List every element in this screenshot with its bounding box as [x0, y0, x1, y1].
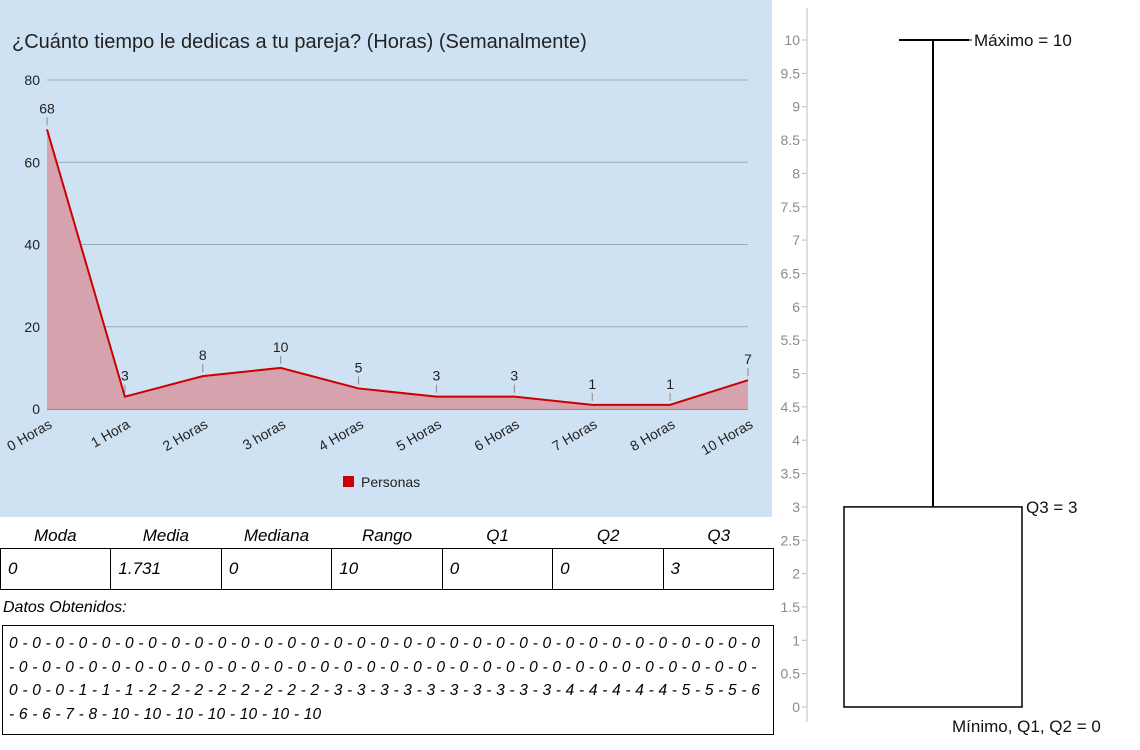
- stats-header-mediana: Mediana: [243, 526, 310, 545]
- y-tick-label: 3: [792, 499, 800, 515]
- y-tick-label: 9: [792, 99, 800, 115]
- y-tick-label: 0: [792, 699, 800, 715]
- legend-label: Personas: [361, 474, 420, 490]
- x-tick-label: 0 Horas: [4, 416, 54, 454]
- series-area: [47, 129, 748, 409]
- y-tick-label: 3.5: [781, 466, 801, 482]
- y-tick-label: 4: [792, 432, 800, 448]
- stats-header-media: Media: [142, 526, 190, 545]
- x-tick-label: 4 Horas: [316, 416, 366, 454]
- chart-title: ¿Cuánto tiempo le dedicas a tu pareja? (…: [12, 31, 587, 53]
- data-label: 5: [355, 359, 363, 375]
- series-line: [46, 129, 749, 406]
- y-tick-label: 8: [792, 165, 800, 181]
- stats-value-mediana: 0: [220, 549, 331, 589]
- data-label: 68: [39, 100, 55, 116]
- y-tick-label: 2.5: [781, 532, 801, 548]
- y-tick-label: 0.5: [781, 666, 801, 682]
- stats-table: Moda Media Mediana Rango Q1 Q2 Q3 0 1.73…: [0, 524, 774, 590]
- min-annotation: Mínimo, Q1, Q2 = 0: [952, 717, 1101, 736]
- stats-header-moda: Moda: [34, 526, 77, 545]
- stats-header-rango: Rango: [361, 526, 413, 545]
- stats-value-media: 1.731: [110, 549, 220, 589]
- data-label: 3: [121, 368, 129, 384]
- stats-value-rango: 10: [331, 549, 441, 589]
- x-tick-label: 6 Horas: [471, 416, 521, 454]
- data-label: 1: [588, 376, 596, 392]
- legend-swatch: [343, 476, 354, 487]
- y-tick-label: 7: [792, 232, 800, 248]
- y-tick-label: 6.5: [781, 265, 801, 281]
- y-tick-label: 10: [784, 32, 800, 48]
- x-tick-label: 7 Horas: [549, 416, 599, 454]
- y-tick-label: 40: [24, 237, 40, 253]
- stats-value-row: 0 1.731 0 10 0 0 3: [0, 548, 774, 590]
- x-tick-label: 2 Horas: [160, 416, 210, 454]
- y-tick-label: 60: [24, 154, 40, 170]
- y-tick-label: 5.5: [781, 332, 801, 348]
- y-tick-label: 1.5: [781, 599, 801, 615]
- y-tick-label: 9.5: [781, 65, 801, 81]
- stats-header-q2: Q2: [596, 526, 620, 545]
- q3-annotation: Q3 = 3: [1026, 498, 1078, 517]
- stats-value-q3: 3: [662, 549, 773, 589]
- datos-text: 0 - 0 - 0 - 0 - 0 - 0 - 0 - 0 - 0 - 0 - …: [9, 635, 761, 723]
- y-tick-label: 2: [792, 566, 800, 582]
- data-label: 3: [433, 368, 441, 384]
- y-tick-label: 80: [24, 72, 40, 88]
- data-label: 10: [273, 339, 289, 355]
- y-tick-label: 5: [792, 366, 800, 382]
- stats-header-q3: Q3: [707, 526, 731, 545]
- stats-value-q1: 0: [441, 549, 552, 589]
- x-tick-label: 3 horas: [240, 416, 288, 453]
- y-tick-label: 7.5: [781, 199, 801, 215]
- x-tick-label: 8 Horas: [627, 416, 677, 454]
- datos-box: 0 - 0 - 0 - 0 - 0 - 0 - 0 - 0 - 0 - 0 - …: [2, 625, 774, 735]
- max-annotation: Máximo = 10: [974, 31, 1072, 50]
- data-label: 8: [199, 347, 207, 363]
- y-tick-label: 6: [792, 299, 800, 315]
- stats-value-moda: 0: [8, 559, 18, 578]
- box-plot: 0 0.5 1 1.5 2 2.5 3 3.5 4 4.5 5 5.5 6 6.5 7 7.5 8 8.5 9 9.5…: [781, 8, 1101, 736]
- box-plot-panel: 0 0.5 1 1.5 2 2.5 3 3.5 4 4.5 5 5.5 6 6.5 7 7.5 8 8.5 9 9.5…: [772, 0, 1140, 750]
- y-tick-label: 1: [792, 632, 800, 648]
- data-label: 7: [744, 351, 752, 367]
- data-label: 3: [510, 368, 518, 384]
- x-tick-label: 5 Horas: [393, 416, 443, 454]
- y-tick-label: 0: [32, 401, 40, 417]
- stats-header-row: Moda Media Mediana Rango Q1 Q2 Q3: [0, 524, 774, 548]
- area-chart: ¿Cuánto tiempo le dedicas a tu pareja? (…: [4, 31, 755, 490]
- datos-label: Datos Obtenidos:: [3, 599, 127, 616]
- y-tick-label: 4.5: [781, 399, 801, 415]
- x-tick-label: 10 Horas: [698, 416, 755, 458]
- stats-header-q1: Q1: [486, 526, 509, 545]
- stats-value-q2: 0: [552, 549, 662, 589]
- y-tick-label: 8.5: [781, 132, 801, 148]
- iqr-box: [843, 506, 1023, 708]
- y-tick-label: 20: [24, 319, 40, 335]
- data-label: 1: [666, 376, 674, 392]
- area-chart-panel: ¿Cuánto tiempo le dedicas a tu pareja? (…: [0, 0, 772, 517]
- x-tick-label: 1 Hora: [88, 416, 133, 451]
